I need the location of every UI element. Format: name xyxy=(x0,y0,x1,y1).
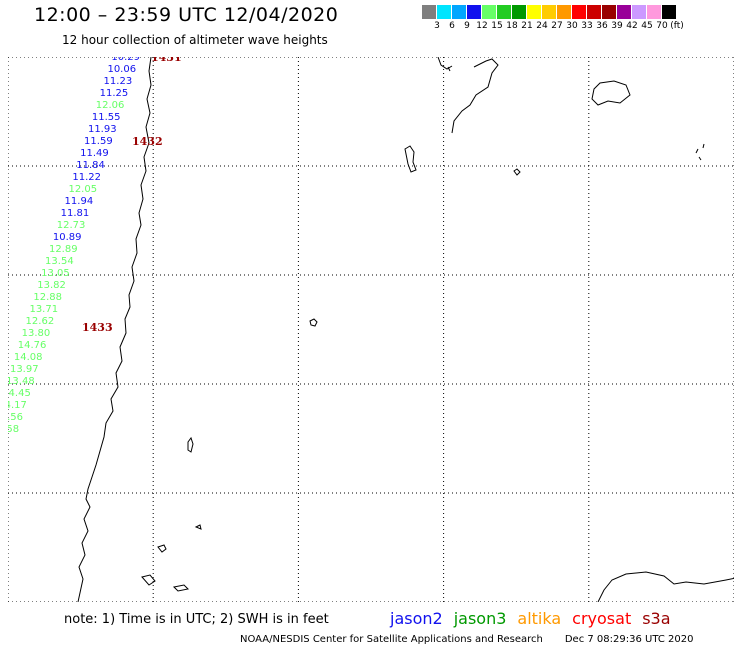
satellite-legend-s3a: s3a xyxy=(642,609,671,628)
wave-height-label: 11.55 xyxy=(92,112,121,123)
wave-height-label: 11.81 xyxy=(61,208,90,219)
san-ambrosio-island xyxy=(513,168,521,176)
wave-height-label: 10.89 xyxy=(53,232,82,243)
color-scale-swatch xyxy=(602,5,617,19)
wave-height-label: 11.25 xyxy=(100,88,129,99)
wave-height-label: 11.22 xyxy=(72,172,101,183)
color-scale-swatch xyxy=(497,5,512,19)
wave-height-label: 14.76 xyxy=(18,340,47,351)
wave-height-label: 13.54 xyxy=(45,256,74,267)
color-scale-label: 21 xyxy=(521,21,533,31)
satellite-legend-jason3: jason3 xyxy=(453,609,507,628)
wave-height-label: 11.23 xyxy=(104,76,133,87)
pass-time-label: 1432 xyxy=(132,135,163,148)
color-scale-label: 12 xyxy=(476,21,488,31)
pass-time-label: 1431 xyxy=(151,57,182,64)
color-scale-swatch xyxy=(422,5,437,19)
color-scale-swatch xyxy=(467,5,482,19)
color-scale-swatch xyxy=(572,5,587,19)
color-scale-swatch xyxy=(437,5,452,19)
pass-time-label: 1433 xyxy=(82,321,113,334)
color-scale-label: 30 xyxy=(566,21,578,31)
color-scale-swatch xyxy=(542,5,557,19)
color-scale-label: 15 xyxy=(491,21,503,31)
wave-height-label: 14.45 xyxy=(8,388,31,399)
wave-height-label: 13.82 xyxy=(37,280,66,291)
wave-height-label: 12.62 xyxy=(26,316,55,327)
wave-height-map: 10.2910.0611.2311.2512.0611.5511.9311.59… xyxy=(8,57,734,602)
wave-height-label: 13.97 xyxy=(10,364,39,375)
chiloe-islands xyxy=(141,524,202,592)
credit-line: NOAA/NESDIS Center for Satellite Applica… xyxy=(240,634,693,645)
wave-height-label: 12.88 xyxy=(33,292,62,303)
wave-height-labels: 10.2910.0611.2311.2512.0611.5511.9311.59… xyxy=(8,57,140,435)
wave-height-label: 13.48 xyxy=(8,376,35,387)
color-scale-label: 33 xyxy=(581,21,593,31)
wave-height-label: 12.73 xyxy=(57,220,86,231)
satellite-legend-jason2: jason2 xyxy=(390,609,443,628)
wave-height-label: 11.49 xyxy=(80,148,109,159)
wave-height-label: 11.94 xyxy=(65,196,94,207)
wave-height-label: 10.06 xyxy=(107,64,136,75)
argentina-coast-north xyxy=(437,57,499,134)
wave-height-label: 13.80 xyxy=(22,328,51,339)
color-scale-labels: 3 6 9 12 15 18 21 24 27 30 33 36 39 42 45 70 (ft) xyxy=(422,21,740,33)
juan-fernandez-island xyxy=(309,318,318,327)
color-scale-label: 70 xyxy=(656,21,668,31)
wave-height-label: 12.58 xyxy=(8,424,19,435)
color-scale-label: 27 xyxy=(551,21,563,31)
map-subtitle: 12 hour collection of altimeter wave hei… xyxy=(62,33,328,47)
map-title: 12:00 – 23:59 UTC 12/04/2020 xyxy=(34,4,339,26)
note-text: note: 1) Time is in UTC; 2) SWH is in fe… xyxy=(64,612,329,627)
satellite-legend-altika: altika xyxy=(517,609,562,628)
valdes-peninsula xyxy=(591,80,631,106)
color-scale-swatch xyxy=(512,5,527,19)
color-scale-label: 6 xyxy=(449,21,455,31)
color-scale-label: (ft) xyxy=(670,21,684,31)
color-scale-label: 3 xyxy=(434,21,440,31)
color-scale xyxy=(422,5,677,19)
wave-height-label: 12.06 xyxy=(96,100,125,111)
color-scale-swatch xyxy=(482,5,497,19)
mocha-island xyxy=(187,436,194,453)
color-scale-swatch xyxy=(617,5,632,19)
color-scale-label: 24 xyxy=(536,21,548,31)
san-jorge-gulf-coast xyxy=(597,571,734,602)
wave-height-label: 11.59 xyxy=(84,136,113,147)
wave-height-label: 11.84 xyxy=(76,160,105,171)
timestamp: Dec 7 08:29:36 UTC 2020 xyxy=(564,634,694,645)
coastline xyxy=(77,57,734,602)
color-scale-swatch xyxy=(632,5,647,19)
satellite-legend: jason2 jason3 altika cryosat s3a xyxy=(390,609,671,628)
wave-height-label: 13.05 xyxy=(41,268,70,279)
credit-text: NOAA/NESDIS Center for Satellite Applica… xyxy=(240,634,543,645)
color-scale-swatch xyxy=(452,5,467,19)
color-scale-label: 36 xyxy=(596,21,608,31)
color-scale-swatch xyxy=(587,5,602,19)
color-scale-label: 39 xyxy=(611,21,623,31)
wave-height-label: 12.89 xyxy=(49,244,78,255)
wave-height-label: 13.56 xyxy=(8,412,23,423)
chile-coastline xyxy=(77,57,152,602)
desventuradas-island xyxy=(695,143,705,161)
wave-height-label: 10.29 xyxy=(111,57,140,63)
color-scale-label: 42 xyxy=(626,21,638,31)
pass-time-labels: 1431 1432 1433 xyxy=(82,57,182,334)
satellite-legend-cryosat: cryosat xyxy=(572,609,632,628)
wave-height-label: 12.05 xyxy=(68,184,97,195)
graticule xyxy=(8,57,734,602)
wave-height-label: 11.93 xyxy=(88,124,117,135)
color-scale-label: 9 xyxy=(464,21,470,31)
color-scale-swatch xyxy=(527,5,542,19)
wave-height-label: 14.17 xyxy=(8,400,27,411)
color-scale-swatch xyxy=(647,5,662,19)
san-felix-island xyxy=(404,145,417,173)
wave-height-label: 13.71 xyxy=(29,304,58,315)
wave-height-label: 14.08 xyxy=(14,352,43,363)
color-scale-label: 45 xyxy=(641,21,653,31)
color-scale-swatch xyxy=(557,5,572,19)
color-scale-swatch xyxy=(662,5,677,19)
color-scale-label: 18 xyxy=(506,21,518,31)
